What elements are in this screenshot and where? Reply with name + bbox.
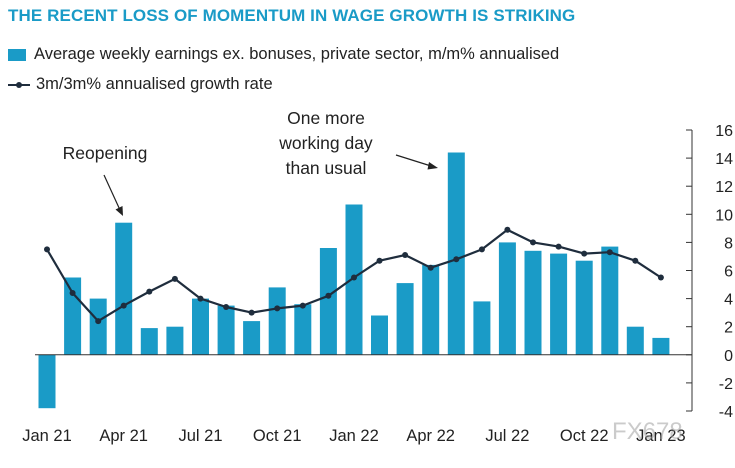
bar [422,264,440,355]
x-tick-label: Oct 21 [253,427,302,445]
bar [38,354,56,409]
line-point [504,226,511,233]
bar [601,246,619,355]
line-point [95,318,102,325]
line-point [530,239,536,246]
line-point [632,257,639,264]
x-tick-label: Jul 22 [485,427,529,445]
line-point [223,304,230,310]
line-point [248,309,255,316]
line-point [146,288,153,295]
y-tick-label: 2 [724,320,733,337]
line-point [44,246,50,253]
bar [447,152,465,355]
y-tick-label: -4 [719,404,733,421]
line-point [555,243,562,250]
bar [140,328,158,355]
annotation-reopening: Reopening [63,143,148,163]
line-point [453,256,460,263]
y-tick-label: 16 [715,123,733,140]
y-tick-label: 12 [715,179,733,196]
bar [473,301,491,355]
bar [243,321,261,355]
annotation-arrow [395,154,432,167]
annotation-working-day: One more [287,108,365,128]
line-point [120,302,127,309]
line-point [274,305,281,312]
bar [396,283,414,355]
watermark: FX678 [612,418,683,445]
bar [192,298,209,355]
annotation-arrowhead [427,162,438,170]
line-point [171,275,178,282]
line-point [478,246,485,253]
bar [652,337,670,355]
y-tick-label: 4 [724,292,733,309]
bar [89,298,107,355]
bar [575,260,593,355]
y-tick-label: -2 [719,376,733,393]
y-tick-label: 8 [724,235,733,252]
line-legend-swatch [8,79,30,91]
bar [524,250,542,355]
bar [294,304,312,355]
bar [626,326,644,355]
annotation-arrow [103,174,121,211]
line-point [606,249,613,256]
x-tick-label: Oct 22 [560,427,609,445]
line-point [581,250,588,257]
y-tick-label: 6 [724,264,733,281]
y-tick-label: 0 [724,348,733,365]
bar [166,326,184,355]
line-point [376,257,383,264]
line-point [402,252,409,258]
bar [498,242,516,355]
legend-line-entry: 3m/3m% annualised growth rate [8,75,273,94]
x-tick-label: Apr 21 [99,427,148,445]
chart-title: THE RECENT LOSS OF MOMENTUM IN WAGE GROW… [8,6,576,25]
line-point [427,264,434,271]
line-point [197,295,204,302]
line-point [299,302,306,309]
bar [319,248,337,355]
legend-bar-label: Average weekly earnings ex. bonuses, pri… [34,45,560,63]
bar [64,277,82,355]
annotation-arrowhead [115,206,123,216]
bar [217,305,235,355]
legend-line-label: 3m/3m% annualised growth rate [36,75,273,93]
line-point [69,290,76,296]
x-tick-label: Jan 22 [329,427,379,445]
x-tick-label: Apr 22 [406,427,455,445]
bar-legend-swatch [8,48,26,61]
bar [268,287,286,355]
annotation-working-day: than usual [286,158,367,178]
annotation-working-day: working day [278,133,373,153]
x-tick-label: Jan 21 [22,427,72,445]
x-tick-label: Jul 21 [178,427,222,445]
legend-bar-entry: Average weekly earnings ex. bonuses, pri… [8,45,559,64]
line-point [351,274,357,281]
line-point [657,274,664,281]
y-tick-label: 14 [715,151,733,168]
y-tick-label: 10 [715,207,733,224]
bar [115,222,133,355]
line-point [325,292,332,299]
bar [371,315,388,355]
x-tick-label: Jan 23 [636,427,686,445]
bar [550,253,568,355]
